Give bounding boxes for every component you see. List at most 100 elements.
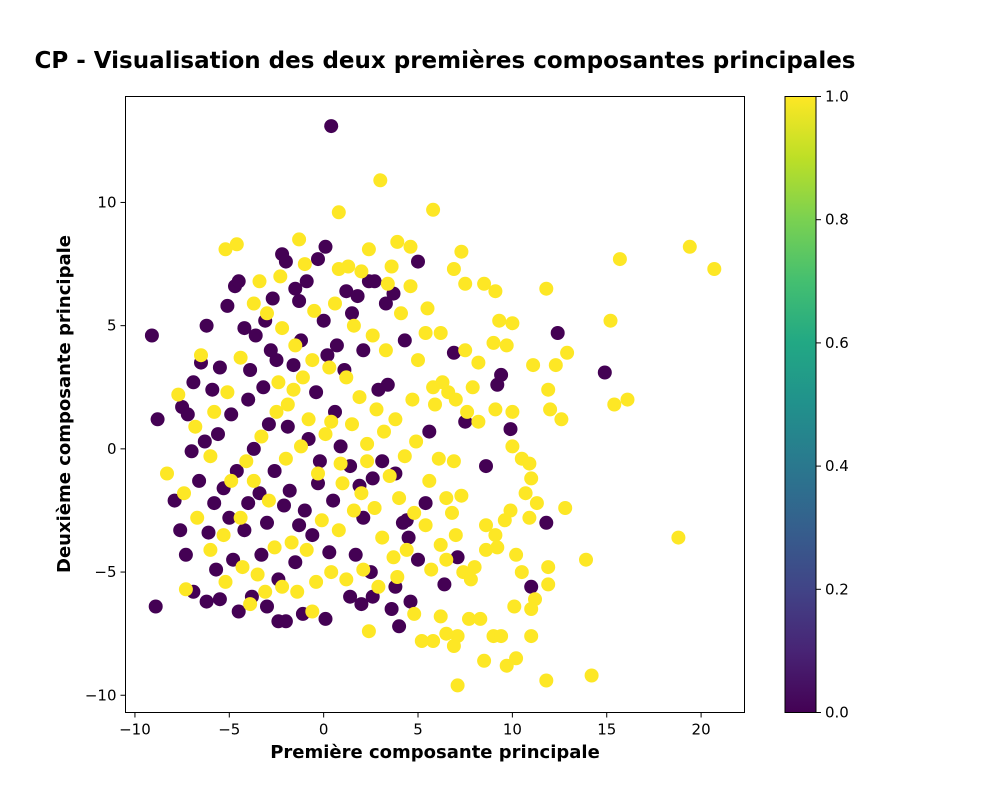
scatter-point-class-1	[220, 385, 235, 400]
scatter-point-class-0	[286, 358, 301, 373]
scatter-point-class-0	[401, 530, 416, 545]
scatter-point-class-0	[207, 496, 222, 511]
scatter-point-class-1	[414, 634, 429, 648]
scatter-point-class-0	[309, 385, 324, 400]
scatter-point-class-1	[324, 565, 339, 580]
scatter-point-class-1	[462, 611, 476, 626]
scatter-point-class-0	[371, 382, 386, 397]
scatter-point-class-1	[375, 530, 390, 545]
scatter-point-class-0	[278, 614, 293, 629]
scatter-point-class-0	[241, 392, 256, 407]
scatter-point-class-0	[211, 427, 225, 442]
scatter-point-class-1	[407, 606, 422, 621]
x-axis-label: Première composante principale	[270, 742, 600, 763]
scatter-point-class-0	[343, 589, 358, 604]
scatter-point-class-1	[682, 239, 697, 254]
plot-area: −10 −5 0 5 10 15 20 −10 −5 0 5 10	[85, 96, 745, 739]
scatter-point-class-1	[439, 491, 454, 506]
scatter-point-class-1	[288, 338, 303, 353]
scatter-point-class-0	[345, 306, 359, 321]
scatter-point-class-1	[488, 284, 503, 299]
scatter-point-class-1	[388, 412, 403, 427]
colorbar-ticks: 0.0 0.2 0.4 0.6 0.8 1.0	[816, 88, 849, 722]
scatter-point-class-0	[411, 254, 425, 269]
scatter-point-class-0	[524, 579, 539, 594]
scatter-point-class-1	[246, 473, 261, 488]
scatter-point-class-1	[331, 523, 346, 538]
scatter-point-class-1	[471, 414, 486, 429]
scatter-point-class-1	[243, 597, 258, 612]
scatter-point-class-0	[237, 523, 252, 538]
scatter-point-class-1	[524, 629, 539, 644]
scatter-point-class-1	[458, 343, 473, 358]
scatter-point-class-0	[144, 328, 159, 343]
scatter-point-class-0	[446, 345, 461, 360]
scatter-point-class-1	[382, 469, 397, 483]
scatter-point-class-1	[509, 651, 524, 666]
scatter-point-class-0	[260, 515, 274, 530]
scatter-point-class-1	[250, 567, 265, 582]
scatter-point-class-1	[390, 234, 405, 249]
scatter-point-class-1	[403, 279, 418, 294]
y-axis-ticks: −10 −5 0 5 10	[85, 193, 126, 704]
scatter-point-class-1	[467, 560, 482, 575]
scatter-point-class-1	[499, 658, 514, 673]
scatter-point-class-0	[252, 486, 267, 501]
scatter-point-class-0	[265, 291, 280, 306]
scatter-point-class-1	[446, 262, 461, 276]
scatter-point-class-1	[224, 473, 239, 488]
points-layer	[144, 119, 722, 693]
scatter-point-class-0	[326, 493, 341, 508]
scatter-point-class-1	[492, 313, 507, 328]
scatter-point-class-1	[290, 584, 305, 599]
scatter-point-class-1	[524, 602, 539, 616]
scatter-point-class-0	[254, 547, 269, 562]
y-tick-label: −10	[85, 686, 117, 704]
scatter-point-class-1	[422, 473, 437, 488]
scatter-point-class-1	[403, 239, 418, 254]
scatter-point-class-1	[560, 345, 575, 360]
scatter-point-class-0	[311, 476, 325, 491]
scatter-point-class-1	[377, 424, 391, 439]
scatter-point-class-0	[367, 274, 382, 289]
scatter-point-class-1	[505, 316, 520, 331]
scatter-point-class-1	[603, 313, 618, 328]
scatter-point-class-1	[333, 456, 348, 471]
scatter-point-class-1	[450, 678, 465, 693]
scatter-point-class-1	[426, 202, 441, 217]
scatter-point-class-0	[339, 284, 354, 299]
scatter-point-class-1	[392, 491, 407, 506]
scatter-point-class-0	[356, 343, 371, 358]
scatter-point-class-1	[579, 552, 593, 567]
scatter-point-class-1	[352, 390, 367, 405]
scatter-point-class-1	[239, 454, 254, 469]
scatter-point-class-1	[446, 639, 461, 653]
scatter-point-class-1	[207, 404, 222, 419]
x-tick-label: 20	[692, 721, 711, 739]
scatter-point-class-1	[505, 439, 520, 454]
scatter-point-class-1	[324, 414, 339, 429]
scatter-point-class-1	[454, 244, 469, 259]
scatter-point-class-0	[167, 493, 182, 508]
scatter-point-class-1	[235, 560, 250, 575]
scatter-point-class-1	[431, 451, 446, 466]
scatter-point-class-1	[505, 404, 520, 419]
scatter-point-class-1	[620, 392, 635, 407]
scatter-point-class-1	[448, 392, 463, 407]
scatter-point-class-0	[267, 464, 282, 478]
scatter-point-class-1	[543, 402, 558, 417]
scatter-point-class-0	[318, 611, 333, 626]
scatter-point-class-1	[539, 281, 554, 296]
scatter-point-class-1	[558, 501, 573, 515]
scatter-point-class-0	[597, 365, 612, 380]
scatter-point-class-1	[524, 471, 539, 486]
scatter-point-class-0	[150, 412, 165, 427]
scatter-point-class-1	[397, 449, 412, 464]
scatter-point-class-1	[295, 370, 310, 385]
scatter-point-class-1	[365, 328, 380, 343]
scatter-point-class-1	[548, 358, 563, 373]
scatter-point-class-1	[367, 501, 382, 515]
scatter-point-class-0	[186, 375, 201, 390]
scatter-point-class-0	[320, 348, 335, 363]
